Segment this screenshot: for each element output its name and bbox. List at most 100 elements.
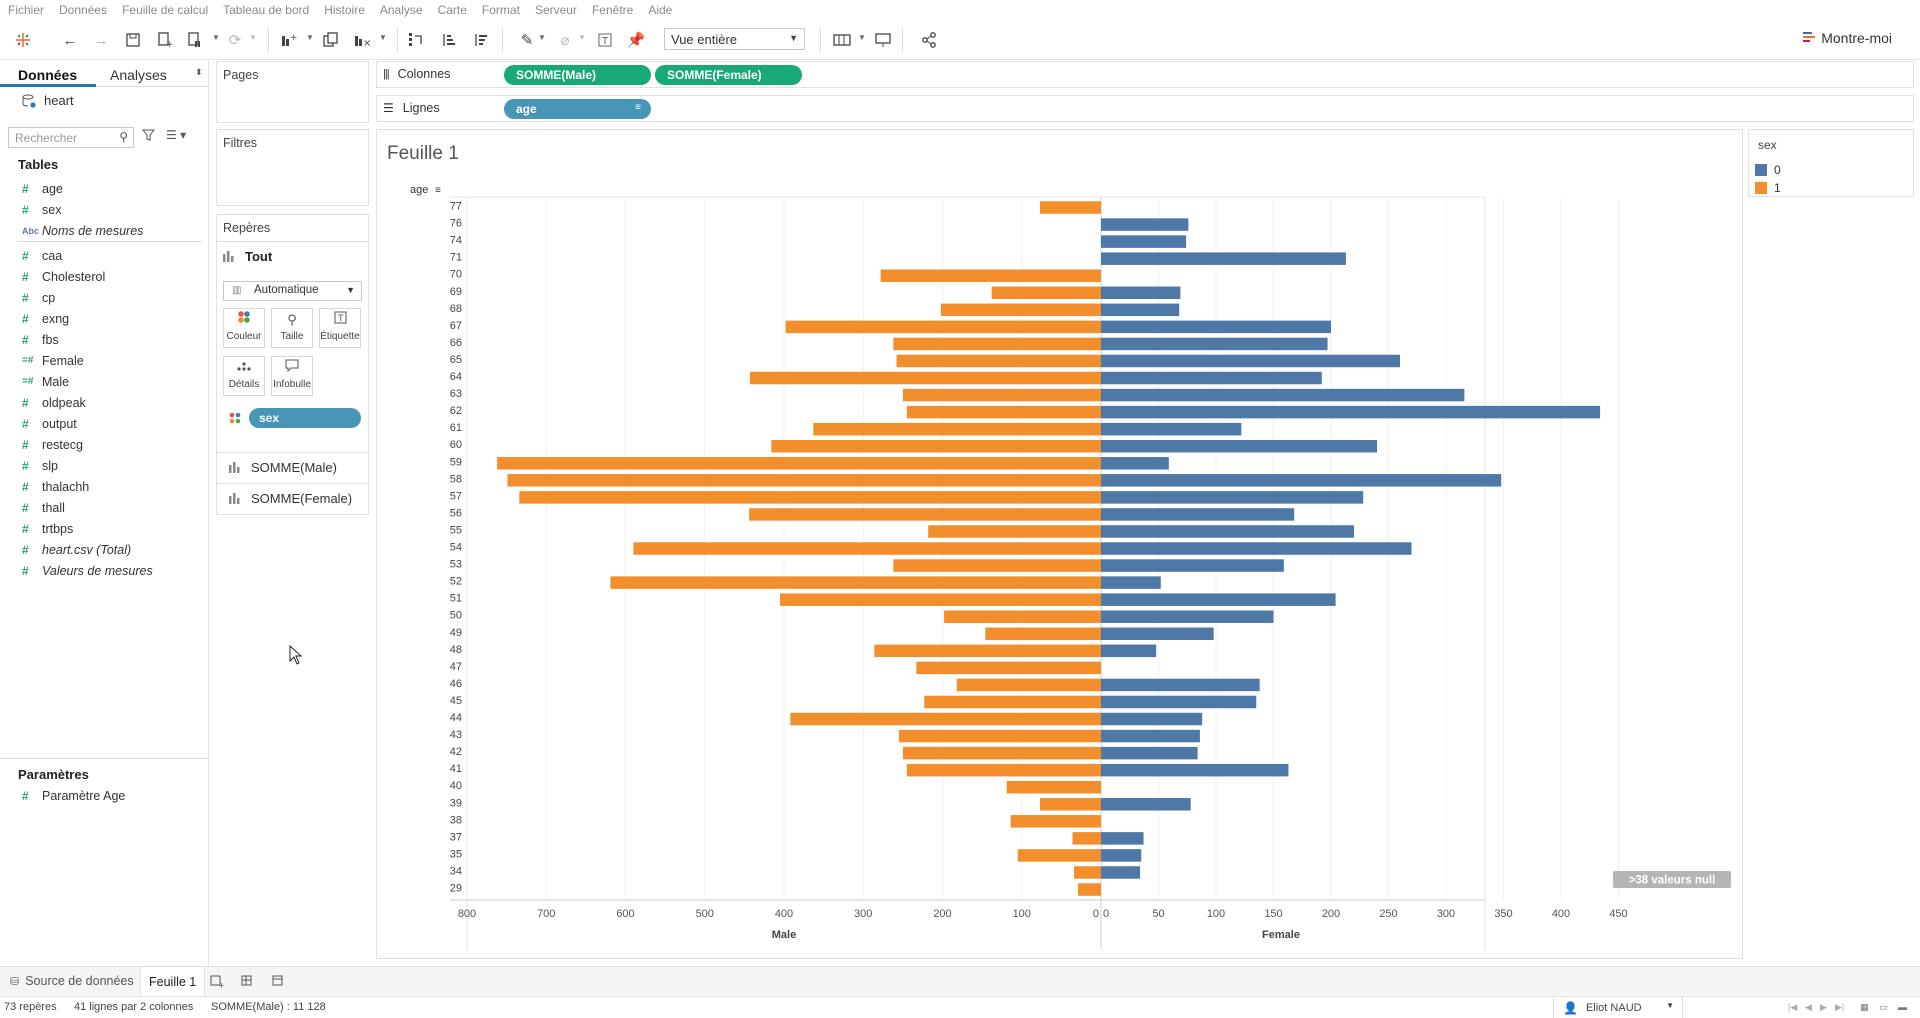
save-icon[interactable] [124, 31, 142, 49]
menu-item-4[interactable]: Histoire [324, 3, 365, 17]
tooltip-button[interactable]: Infobulle [271, 356, 313, 396]
field-item-parametre-age[interactable]: # Paramètre Age [22, 787, 125, 804]
bar-female[interactable] [1101, 457, 1169, 470]
field-item[interactable]: # output [22, 415, 77, 432]
bar-male[interactable] [1039, 201, 1101, 214]
field-item[interactable]: # Valeurs de mesures [22, 562, 153, 579]
bar-male[interactable] [880, 269, 1101, 282]
bar-male[interactable] [893, 559, 1101, 572]
new-sheet-icon[interactable]: + [280, 31, 298, 49]
bar-male[interactable] [1017, 849, 1101, 862]
refresh-dropdown-icon[interactable]: ▼ [249, 33, 257, 42]
field-item[interactable]: # trtbps [22, 520, 73, 537]
user-menu[interactable]: 👤 Eliot NAUD ▼ [1553, 997, 1683, 1018]
prev-sheet-icon[interactable]: ◀ [1805, 1002, 1812, 1012]
menu-item-7[interactable]: Format [481, 3, 520, 17]
redo-icon[interactable]: → [93, 31, 109, 49]
rows-shelf[interactable]: ☰ Lignes age ≡ [376, 95, 1914, 122]
mark-type-select[interactable]: ▥ Automatique ▼ [223, 281, 362, 301]
show-cards-dropdown-icon[interactable]: ▼ [858, 33, 866, 42]
highlight-dropdown-icon[interactable]: ▼ [538, 33, 546, 42]
pill-sum-male[interactable]: SOMME(Male) [504, 65, 651, 85]
bar-male[interactable] [874, 644, 1101, 658]
menu-item-8[interactable]: Serveur [534, 3, 577, 17]
bar-female[interactable] [1101, 798, 1191, 811]
marks-all-row[interactable]: Tout [223, 249, 272, 264]
bar-female[interactable] [1101, 422, 1242, 436]
bar-male[interactable] [944, 610, 1101, 623]
tab-data[interactable]: Données [18, 67, 78, 83]
new-story-icon[interactable] [272, 975, 286, 991]
bar-female[interactable] [1101, 303, 1180, 317]
label-button[interactable]: T Étiquette [319, 308, 361, 348]
filters-card[interactable]: Filtres [216, 129, 369, 206]
pause-dropdown-icon[interactable]: ▼ [212, 33, 220, 42]
detail-button[interactable]: Détails [223, 356, 265, 396]
clear-dropdown-icon[interactable]: ▼ [379, 33, 387, 42]
field-item[interactable]: # thalachh [22, 478, 89, 495]
bar-female[interactable] [1101, 320, 1331, 334]
refresh-icon[interactable]: ⟳ [228, 32, 242, 49]
bar-male[interactable] [896, 354, 1101, 368]
bar-female[interactable] [1101, 405, 1601, 419]
bar-female[interactable] [1101, 695, 1257, 709]
bar-female[interactable] [1101, 763, 1289, 777]
bar-male[interactable] [916, 661, 1101, 675]
sex-color-pill[interactable]: sex [249, 408, 361, 428]
columns-shelf[interactable]: ||| Colonnes SOMME(Male) SOMME(Female) [376, 61, 1914, 88]
pause-icon[interactable] [186, 31, 204, 49]
show-me-button[interactable]: Montre-moi [1803, 30, 1892, 46]
undo-icon[interactable]: ← [62, 31, 78, 49]
bar-male[interactable] [928, 525, 1101, 538]
bar-male[interactable] [991, 286, 1101, 300]
bar-male[interactable] [924, 695, 1101, 709]
field-item[interactable]: # sex [22, 201, 61, 218]
bar-female[interactable] [1101, 832, 1144, 845]
bar-male[interactable] [813, 422, 1101, 436]
menu-item-10[interactable]: Aide [648, 3, 673, 17]
pages-card[interactable]: Pages [216, 61, 369, 123]
new-dashboard-icon[interactable] [241, 975, 255, 991]
tabs-view-icon[interactable]: ▬ [1898, 1002, 1907, 1012]
menu-item-6[interactable]: Carte [437, 3, 467, 17]
bar-male[interactable] [906, 763, 1101, 777]
filmstrip-icon[interactable]: ▭ [1879, 1002, 1888, 1012]
field-item[interactable]: # exng [22, 310, 69, 327]
pill-age[interactable]: age ≡ [504, 99, 651, 119]
tab-menu-icon[interactable]: ⬍ [195, 67, 203, 77]
presentation-icon[interactable] [874, 31, 892, 49]
menu-item-5[interactable]: Analyse [379, 3, 423, 17]
bar-female[interactable] [1101, 525, 1354, 538]
next-sheet-icon[interactable]: ▶ [1820, 1002, 1827, 1012]
field-item[interactable]: # oldpeak [22, 394, 86, 411]
field-item[interactable]: Abc Noms de mesures [22, 222, 143, 239]
bar-male[interactable] [902, 388, 1101, 402]
bar-male[interactable] [902, 746, 1101, 760]
bar-male[interactable] [790, 712, 1101, 726]
bar-female[interactable] [1101, 286, 1181, 300]
bar-female[interactable] [1101, 593, 1336, 606]
show-cards-icon[interactable] [833, 31, 851, 49]
menu-item-2[interactable]: Feuille de calcul [122, 3, 209, 17]
bar-male[interactable] [1078, 883, 1101, 896]
highlight-icon[interactable]: ✎ [520, 32, 534, 49]
bar-female[interactable] [1101, 678, 1260, 692]
bar-female[interactable] [1101, 388, 1465, 402]
bar-male[interactable] [1072, 832, 1101, 845]
label-icon[interactable]: T [596, 31, 614, 49]
bar-female[interactable] [1101, 729, 1200, 743]
bar-female[interactable] [1101, 576, 1161, 589]
field-item[interactable]: # age [22, 180, 63, 197]
bar-female[interactable] [1101, 559, 1284, 572]
bar-male[interactable] [1039, 798, 1101, 811]
field-item[interactable]: # restecg [22, 436, 83, 453]
bar-male[interactable] [940, 303, 1101, 317]
tableau-logo-icon[interactable] [14, 31, 32, 49]
bar-male[interactable] [898, 729, 1101, 743]
bar-male[interactable] [507, 474, 1101, 487]
marks-measure-male[interactable]: SOMME(Male) [217, 452, 368, 482]
bar-male[interactable] [785, 320, 1101, 334]
bar-female[interactable] [1101, 218, 1189, 231]
bar-female[interactable] [1101, 849, 1142, 862]
bar-male[interactable] [780, 593, 1101, 606]
